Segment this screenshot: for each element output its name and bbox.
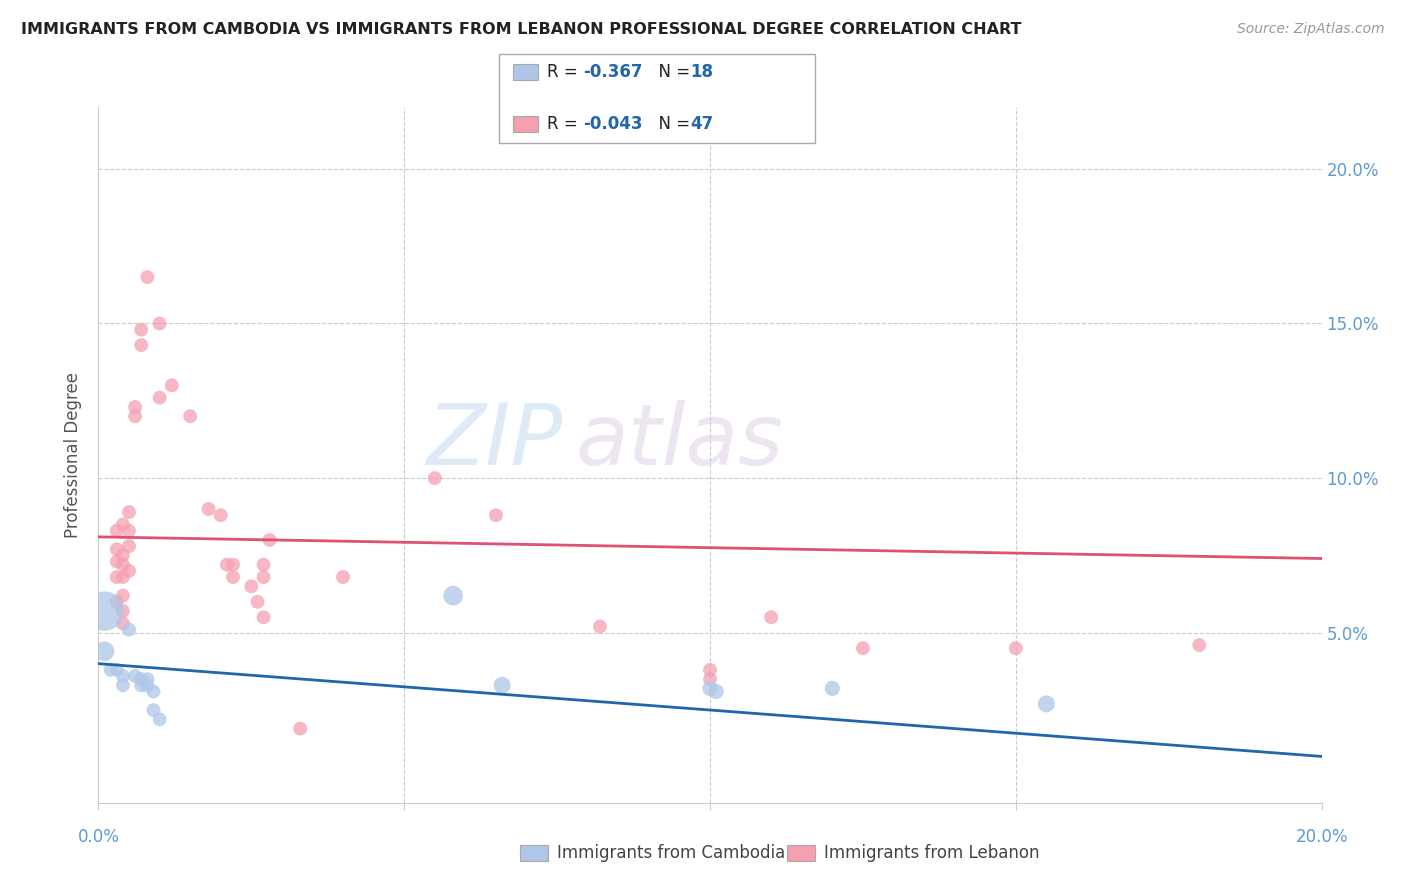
- Text: 18: 18: [690, 63, 713, 81]
- Point: [105, 555, 128, 569]
- Point: [485, 508, 508, 523]
- Point: [209, 508, 232, 523]
- Point: [118, 564, 141, 578]
- Point: [852, 641, 875, 656]
- Text: R =: R =: [547, 63, 583, 81]
- Point: [124, 409, 146, 424]
- Text: -0.367: -0.367: [583, 63, 643, 81]
- Point: [129, 323, 152, 337]
- Point: [441, 589, 464, 603]
- Point: [423, 471, 446, 485]
- Point: [129, 678, 152, 692]
- Point: [93, 644, 115, 658]
- Text: ZIP: ZIP: [427, 400, 564, 483]
- Text: Immigrants from Lebanon: Immigrants from Lebanon: [824, 844, 1039, 862]
- Point: [111, 570, 134, 584]
- Point: [129, 338, 152, 352]
- Point: [118, 505, 141, 519]
- Point: [111, 549, 134, 563]
- Point: [124, 669, 146, 683]
- Text: -0.043: -0.043: [583, 115, 643, 133]
- Point: [93, 604, 115, 618]
- Point: [111, 517, 134, 532]
- Point: [246, 595, 269, 609]
- Point: [142, 703, 165, 717]
- Point: [111, 589, 134, 603]
- Text: 47: 47: [690, 115, 714, 133]
- Point: [222, 570, 245, 584]
- Point: [136, 678, 159, 692]
- Point: [105, 542, 128, 557]
- Point: [252, 558, 274, 572]
- Point: [118, 539, 141, 553]
- Point: [136, 270, 159, 285]
- Point: [111, 669, 134, 683]
- Y-axis label: Professional Degree: Professional Degree: [65, 372, 83, 538]
- Point: [332, 570, 354, 584]
- Point: [215, 558, 238, 572]
- Text: N =: N =: [648, 115, 696, 133]
- Point: [118, 524, 141, 538]
- Text: atlas: atlas: [575, 400, 783, 483]
- Text: N =: N =: [648, 63, 696, 81]
- Point: [1035, 697, 1057, 711]
- Point: [821, 681, 844, 696]
- Point: [142, 684, 165, 698]
- Point: [240, 579, 263, 593]
- Point: [179, 409, 201, 424]
- Point: [252, 610, 274, 624]
- Point: [149, 317, 172, 331]
- Point: [100, 663, 122, 677]
- Point: [252, 570, 274, 584]
- Point: [491, 678, 513, 692]
- Point: [759, 610, 782, 624]
- Text: Source: ZipAtlas.com: Source: ZipAtlas.com: [1237, 22, 1385, 37]
- Point: [149, 391, 172, 405]
- Point: [124, 400, 146, 414]
- Point: [222, 558, 245, 572]
- Text: IMMIGRANTS FROM CAMBODIA VS IMMIGRANTS FROM LEBANON PROFESSIONAL DEGREE CORRELAT: IMMIGRANTS FROM CAMBODIA VS IMMIGRANTS F…: [21, 22, 1022, 37]
- Point: [111, 616, 134, 631]
- Text: 0.0%: 0.0%: [77, 828, 120, 846]
- Text: R =: R =: [547, 115, 583, 133]
- Point: [111, 678, 134, 692]
- Text: Immigrants from Cambodia: Immigrants from Cambodia: [557, 844, 785, 862]
- Point: [197, 502, 219, 516]
- Point: [699, 663, 721, 677]
- Point: [105, 524, 128, 538]
- Point: [160, 378, 183, 392]
- Point: [149, 712, 172, 726]
- Point: [129, 672, 152, 686]
- Point: [699, 681, 721, 696]
- Point: [136, 672, 159, 686]
- Point: [118, 623, 141, 637]
- Point: [699, 672, 721, 686]
- Point: [290, 722, 312, 736]
- Point: [105, 595, 128, 609]
- Point: [589, 619, 612, 633]
- Point: [111, 604, 134, 618]
- Point: [1004, 641, 1026, 656]
- Text: 20.0%: 20.0%: [1295, 828, 1348, 846]
- Point: [704, 684, 727, 698]
- Point: [105, 570, 128, 584]
- Point: [259, 533, 281, 547]
- Point: [111, 558, 134, 572]
- Point: [1188, 638, 1211, 652]
- Point: [105, 663, 128, 677]
